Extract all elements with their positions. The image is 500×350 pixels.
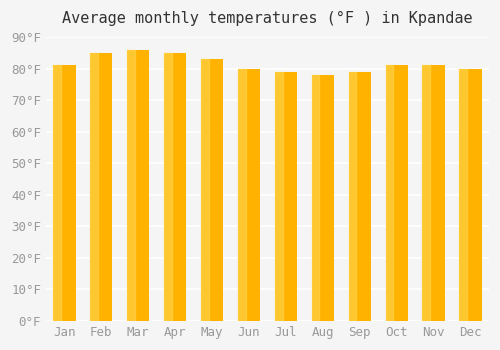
Bar — [90, 53, 98, 321]
Bar — [312, 75, 320, 321]
Bar — [312, 75, 334, 321]
Bar — [127, 50, 135, 321]
Bar — [164, 53, 172, 321]
Bar — [127, 50, 150, 321]
Bar — [460, 69, 481, 321]
Bar — [386, 65, 407, 321]
Bar — [201, 59, 208, 321]
Bar — [201, 59, 223, 321]
Bar — [164, 53, 186, 321]
Title: Average monthly temperatures (°F ) in Kpandae: Average monthly temperatures (°F ) in Kp… — [62, 11, 472, 26]
Bar — [238, 69, 246, 321]
Bar — [386, 65, 394, 321]
Bar — [90, 53, 112, 321]
Bar — [238, 69, 260, 321]
Bar — [348, 72, 356, 321]
Bar — [422, 65, 430, 321]
Bar — [422, 65, 444, 321]
Bar — [348, 72, 371, 321]
Bar — [54, 65, 61, 321]
Bar — [275, 72, 282, 321]
Bar — [54, 65, 76, 321]
Bar — [275, 72, 297, 321]
Bar — [460, 69, 467, 321]
